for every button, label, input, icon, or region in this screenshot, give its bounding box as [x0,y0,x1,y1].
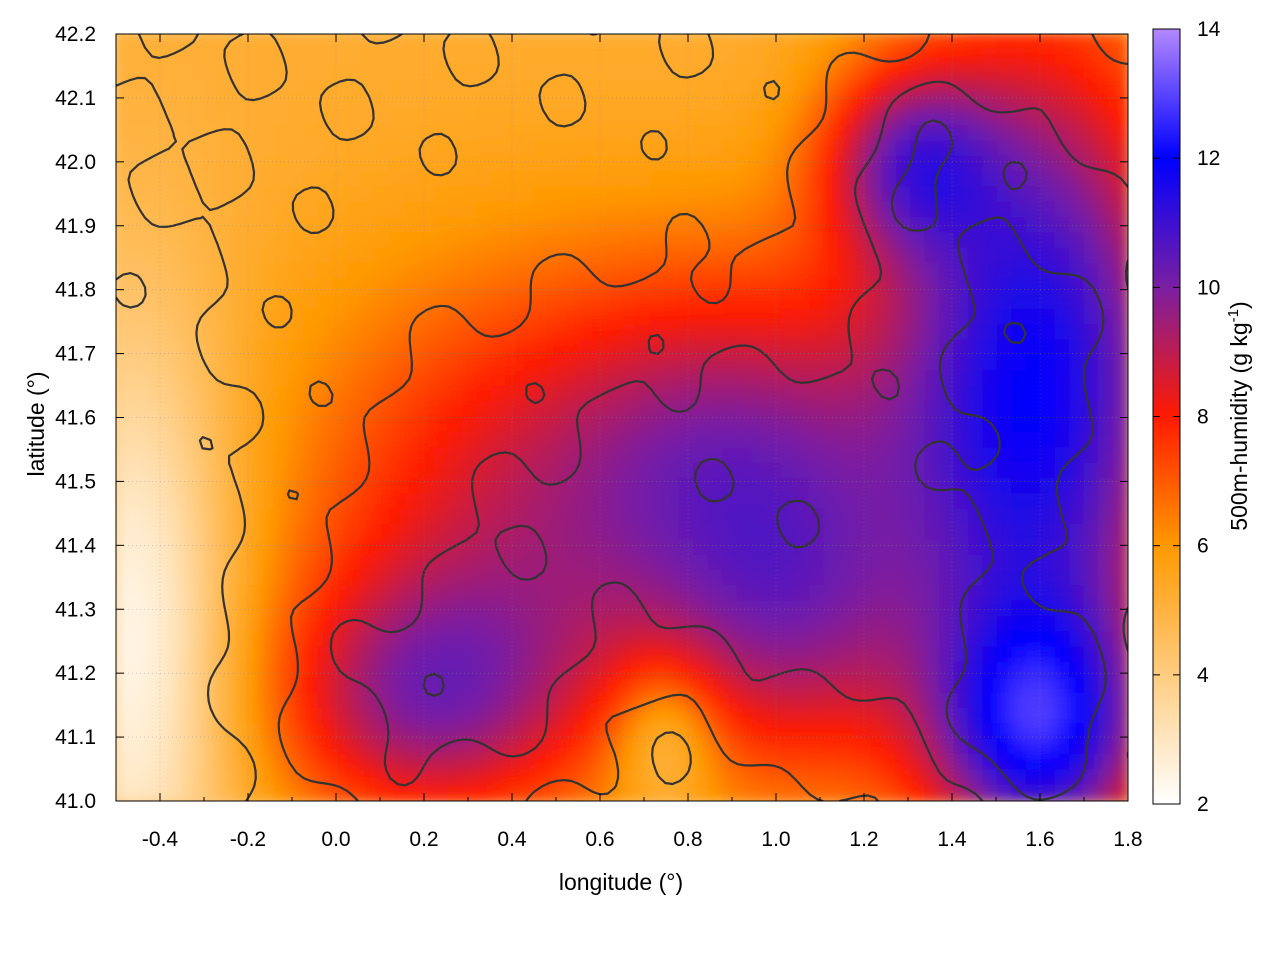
y-axis: 41.0 41.1 41.2 41.3 41.4 41.5 41.6 41.7 41.8 41.9… [55,23,1128,813]
y-tick-label: 42.1 [55,87,96,110]
y-tick-label: 41.4 [55,534,96,557]
x-tick-label: 1.4 [937,828,967,851]
x-tick-label: -0.2 [230,828,266,851]
y-tick-label: 41.7 [55,343,96,366]
y-tick-label: 42.0 [55,151,96,174]
x-axis: -0.4 -0.2 0.0 0.2 0.4 0.6 0.8 1.0 1.2 1.4 1.6 1.8 [115,34,1143,851]
y-tick-label: 41.8 [55,279,96,302]
colorbar-tick-label: 12 [1197,147,1220,170]
y-tick-label: 41.6 [55,407,96,430]
x-tick-label: 1.6 [1025,828,1054,851]
contour-level [329,80,1128,801]
y-tick-label: 41.9 [55,215,96,238]
x-tick-label: -0.4 [142,828,179,851]
colorbar-tick-label: 2 [1197,793,1209,816]
x-tick-label: 1.8 [1113,828,1142,851]
x-tick-label: 1.2 [849,828,878,851]
x-tick-label: 0.8 [673,828,702,851]
contour-level [277,34,1128,801]
y-tick-label: 41.3 [55,598,96,621]
y-tick-label: 41.0 [55,790,96,813]
x-axis-title: longitude (°) [559,869,683,895]
y-tick-label: 41.1 [55,726,96,749]
contour-lines [116,34,1128,801]
colorbar-title: 500m-humidity (g kg-1) [1225,301,1252,530]
colorbar-tick-label: 10 [1197,276,1220,299]
y-tick-label: 41.5 [55,470,96,493]
colorbar-ticks: 2 4 6 8 10 12 14 [1153,18,1221,816]
x-tick-label: 1.0 [761,828,790,851]
y-tick-label: 41.2 [55,662,96,685]
colorbar-tick-label: 14 [1197,18,1221,41]
contour-level [116,34,781,801]
y-axis-title: latitude (°) [23,371,49,476]
x-tick-label: 0.6 [585,828,614,851]
x-tick-label: 0.4 [497,828,527,851]
colorbar-tick-label: 6 [1197,535,1209,558]
y-tick-label: 42.2 [55,23,96,46]
colorbar-tick-label: 4 [1197,664,1209,687]
x-tick-label: 0.0 [321,828,350,851]
heatmap-field [116,34,1128,801]
contour-level [422,119,1107,801]
colorbar-tick-label: 8 [1197,406,1209,429]
x-tick-label: 0.2 [409,828,438,851]
